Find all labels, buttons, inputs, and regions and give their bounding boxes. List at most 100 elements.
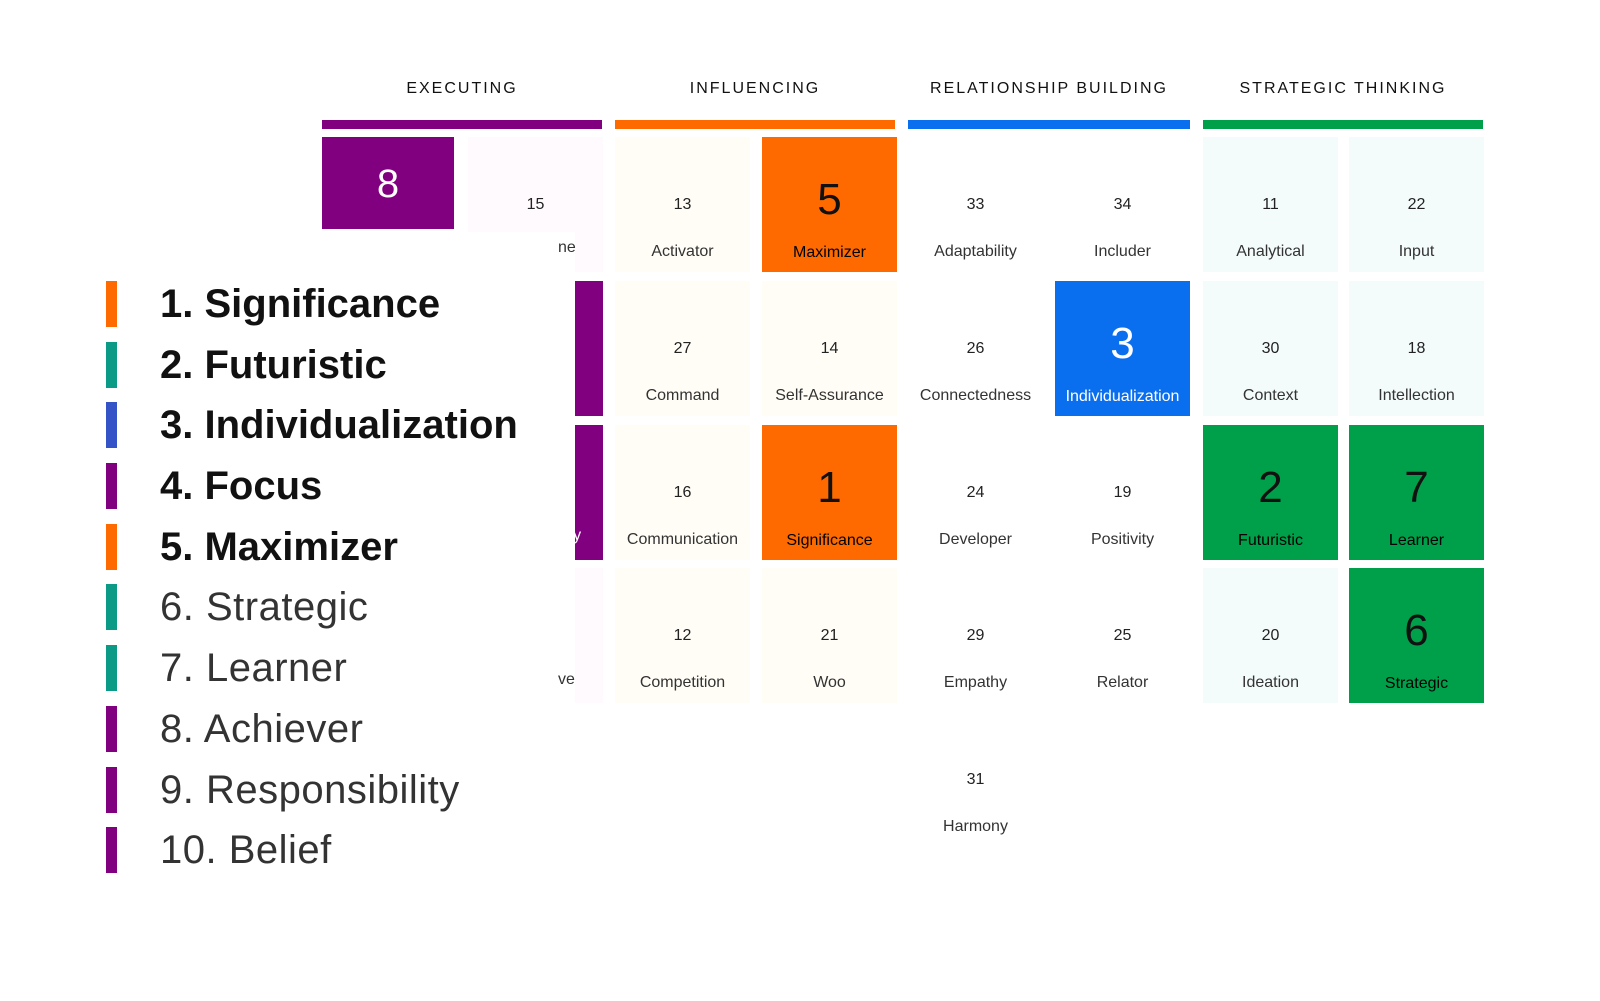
strength-rank: 13 <box>673 196 692 213</box>
strength-tile-relator[interactable]: 25 Relator <box>1055 568 1190 703</box>
strength-name: Context <box>1242 387 1299 404</box>
domain-title-strategic-thinking: STRATEGIC THINKING <box>1239 80 1447 97</box>
domain-marker <box>106 827 117 873</box>
strength-name: Empathy <box>943 674 1008 691</box>
strength-tile-command[interactable]: 27 Command <box>615 281 750 416</box>
strength-rank: 3 <box>1110 319 1135 368</box>
strength-rank: 15 <box>526 196 545 213</box>
partial-name-row1: ne <box>558 239 576 256</box>
strength-tile-empathy[interactable]: 29 Empathy <box>908 568 1043 703</box>
strength-rank: 14 <box>820 340 839 357</box>
strength-tile-context[interactable]: 30 Context <box>1203 281 1338 416</box>
strength-rank: 19 <box>1113 484 1132 501</box>
strength-name: Individualization <box>1065 388 1180 405</box>
domain-bar-executing <box>322 120 602 129</box>
domain-marker <box>106 645 117 691</box>
domain-marker <box>106 767 117 813</box>
strength-name: Ideation <box>1242 674 1299 691</box>
strength-tile-developer[interactable]: 24 Developer <box>908 425 1043 560</box>
strength-rank: 6 <box>1404 606 1429 655</box>
strength-tile-competition[interactable]: 12 Competition <box>615 568 750 703</box>
strength-name: Harmony <box>943 818 1008 835</box>
top-strength-label: 3. Individualization <box>160 403 518 447</box>
top-strength-label: 7. Learner <box>160 646 348 690</box>
strength-rank: 30 <box>1261 340 1280 357</box>
strength-name: Analytical <box>1236 243 1305 260</box>
strength-tile-adaptability[interactable]: 33 Adaptability <box>908 137 1043 272</box>
strength-rank: 1 <box>817 463 842 512</box>
domain-marker <box>106 706 117 752</box>
strength-name: Significance <box>786 532 873 549</box>
strength-tile-activator[interactable]: 13 Activator <box>615 137 750 272</box>
strength-tile-ideation[interactable]: 20 Ideation <box>1203 568 1338 703</box>
strength-tile-self-assurance[interactable]: 14 Self-Assurance <box>762 281 897 416</box>
strength-name: Intellection <box>1378 387 1455 404</box>
strength-name: Maximizer <box>793 244 866 261</box>
domain-bar-influencing <box>615 120 895 129</box>
top-strength-label: 5. Maximizer <box>160 525 398 569</box>
top-strength-label: 6. Strategic <box>160 585 369 629</box>
strength-tile-achiever[interactable]: 8 <box>322 137 454 229</box>
strength-tile-maximizer[interactable]: 5 Maximizer <box>762 137 897 272</box>
domain-title-executing: EXECUTING <box>406 80 518 97</box>
top-strength-label: 9. Responsibility <box>160 768 460 812</box>
strength-tile-input[interactable]: 22 Input <box>1349 137 1484 272</box>
strength-tile-woo[interactable]: 21 Woo <box>762 568 897 703</box>
top-strengths-panel: 1. Significance 2. Futuristic 3. Individ… <box>0 232 575 922</box>
strength-rank: 20 <box>1261 627 1280 644</box>
strength-name: Connectedness <box>919 387 1032 404</box>
strength-tile-analytical[interactable]: 11 Analytical <box>1203 137 1338 272</box>
strength-name: Communication <box>626 531 739 548</box>
strength-rank: 5 <box>817 175 842 224</box>
domain-title-influencing: INFLUENCING <box>689 80 821 97</box>
strength-name: Woo <box>813 674 846 691</box>
strength-tile-positivity[interactable]: 19 Positivity <box>1055 425 1190 560</box>
strength-name: Activator <box>651 243 714 260</box>
strength-name: Relator <box>1096 674 1149 691</box>
strength-tile-harmony[interactable]: 31 Harmony <box>908 712 1043 847</box>
top-strength-label: 4. Focus <box>160 464 323 508</box>
strength-tile-strategic[interactable]: 6 Strategic <box>1349 568 1484 703</box>
domain-marker <box>106 281 117 327</box>
strength-name: Competition <box>639 674 726 691</box>
domain-marker <box>106 463 117 509</box>
strength-rank: 31 <box>966 771 985 788</box>
strength-name: Adaptability <box>934 243 1017 260</box>
strength-rank: 33 <box>966 196 985 213</box>
strength-tile-communication[interactable]: 16 Communication <box>615 425 750 560</box>
top-strength-label: 1. Significance <box>160 282 441 326</box>
domain-marker <box>106 402 117 448</box>
domain-marker <box>106 584 117 630</box>
partial-name-row4: ve <box>558 671 575 688</box>
strength-name: Command <box>645 387 720 404</box>
strength-tile-intellection[interactable]: 18 Intellection <box>1349 281 1484 416</box>
strength-tile-learner[interactable]: 7 Learner <box>1349 425 1484 560</box>
strength-rank: 24 <box>966 484 985 501</box>
strength-tile-includer[interactable]: 34 Includer <box>1055 137 1190 272</box>
strength-name: Strategic <box>1384 675 1449 692</box>
strength-rank: 26 <box>966 340 985 357</box>
domain-bar-relationship-building <box>908 120 1190 129</box>
strength-rank: 2 <box>1258 463 1283 512</box>
strength-tile-significance[interactable]: 1 Significance <box>762 425 897 560</box>
strength-name: Developer <box>939 531 1012 548</box>
domain-bar-strategic-thinking <box>1203 120 1483 129</box>
strength-rank: 18 <box>1407 340 1426 357</box>
strength-rank: 12 <box>673 627 692 644</box>
top-strength-label: 8. Achiever <box>160 707 364 751</box>
strength-rank: 21 <box>820 627 839 644</box>
strength-name: Learner <box>1388 532 1445 549</box>
strength-rank: 11 <box>1262 196 1279 213</box>
strength-tile-individualization[interactable]: 3 Individualization <box>1055 281 1190 416</box>
domain-marker <box>106 342 117 388</box>
strength-rank: 16 <box>673 484 692 501</box>
strength-tile-futuristic[interactable]: 2 Futuristic <box>1203 425 1338 560</box>
domain-marker <box>106 524 117 570</box>
domain-title-relationship-building: RELATIONSHIP BUILDING <box>930 80 1168 97</box>
strength-name: Self-Assurance <box>775 387 884 404</box>
strength-rank: 8 <box>376 162 400 206</box>
strength-tile-connectedness[interactable]: 26 Connectedness <box>908 281 1043 416</box>
top-strength-label: 10. Belief <box>160 828 332 872</box>
strength-name: Positivity <box>1090 531 1155 548</box>
